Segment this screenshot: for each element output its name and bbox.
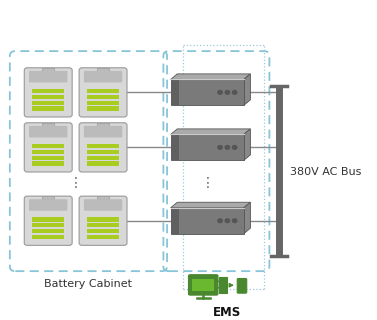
FancyBboxPatch shape	[79, 123, 127, 172]
Bar	[87, 89, 119, 93]
FancyBboxPatch shape	[84, 199, 122, 211]
FancyBboxPatch shape	[29, 199, 67, 211]
Bar	[87, 229, 119, 233]
Polygon shape	[244, 202, 250, 234]
Circle shape	[233, 219, 237, 223]
FancyBboxPatch shape	[29, 71, 67, 83]
Bar	[32, 217, 64, 222]
Polygon shape	[244, 74, 250, 105]
Bar	[32, 150, 64, 154]
Circle shape	[233, 91, 237, 94]
Text: Battery Cabinet: Battery Cabinet	[44, 279, 132, 289]
Bar	[171, 79, 179, 105]
Polygon shape	[244, 129, 250, 160]
Text: ⋮: ⋮	[200, 176, 214, 189]
FancyBboxPatch shape	[29, 126, 67, 137]
Circle shape	[218, 146, 222, 149]
FancyBboxPatch shape	[84, 71, 122, 83]
Bar	[171, 134, 179, 160]
Bar	[179, 134, 244, 160]
Circle shape	[233, 146, 237, 149]
FancyBboxPatch shape	[188, 275, 218, 295]
Bar	[171, 208, 179, 234]
Text: ⋮: ⋮	[69, 176, 83, 189]
Bar	[32, 156, 64, 160]
Bar	[32, 161, 64, 165]
Bar	[32, 95, 64, 99]
Bar	[219, 277, 227, 293]
FancyBboxPatch shape	[171, 79, 244, 105]
Bar	[32, 89, 64, 93]
Bar	[97, 123, 109, 126]
Circle shape	[218, 219, 222, 223]
FancyBboxPatch shape	[84, 126, 122, 137]
Bar	[32, 144, 64, 148]
Bar	[87, 235, 119, 239]
Bar	[97, 196, 109, 199]
Bar	[42, 196, 54, 199]
Bar	[87, 150, 119, 154]
Bar	[179, 79, 244, 105]
Bar	[179, 208, 244, 234]
Bar	[32, 223, 64, 228]
Text: PCS: PCS	[203, 279, 230, 292]
Bar	[192, 279, 214, 291]
Circle shape	[218, 91, 222, 94]
FancyBboxPatch shape	[171, 134, 244, 160]
Bar	[87, 95, 119, 99]
FancyBboxPatch shape	[171, 208, 244, 234]
FancyBboxPatch shape	[79, 68, 127, 117]
Polygon shape	[171, 129, 250, 134]
FancyBboxPatch shape	[237, 278, 247, 293]
FancyBboxPatch shape	[24, 123, 72, 172]
Circle shape	[225, 146, 230, 149]
Bar	[87, 223, 119, 228]
Bar	[42, 68, 54, 71]
Bar	[97, 68, 109, 71]
FancyBboxPatch shape	[79, 196, 127, 245]
Bar	[32, 235, 64, 239]
Bar	[32, 229, 64, 233]
Bar	[32, 100, 64, 105]
Text: EMS: EMS	[213, 306, 242, 319]
Circle shape	[225, 219, 230, 223]
Bar	[87, 156, 119, 160]
Bar	[87, 144, 119, 148]
Bar	[87, 106, 119, 110]
Polygon shape	[171, 74, 250, 79]
Text: 380V AC Bus: 380V AC Bus	[290, 167, 361, 177]
Polygon shape	[171, 202, 250, 208]
FancyBboxPatch shape	[24, 68, 72, 117]
Bar	[87, 217, 119, 222]
Bar	[87, 100, 119, 105]
Bar	[42, 123, 54, 126]
Bar	[32, 106, 64, 110]
Circle shape	[225, 91, 230, 94]
Bar	[87, 161, 119, 165]
FancyBboxPatch shape	[24, 196, 72, 245]
